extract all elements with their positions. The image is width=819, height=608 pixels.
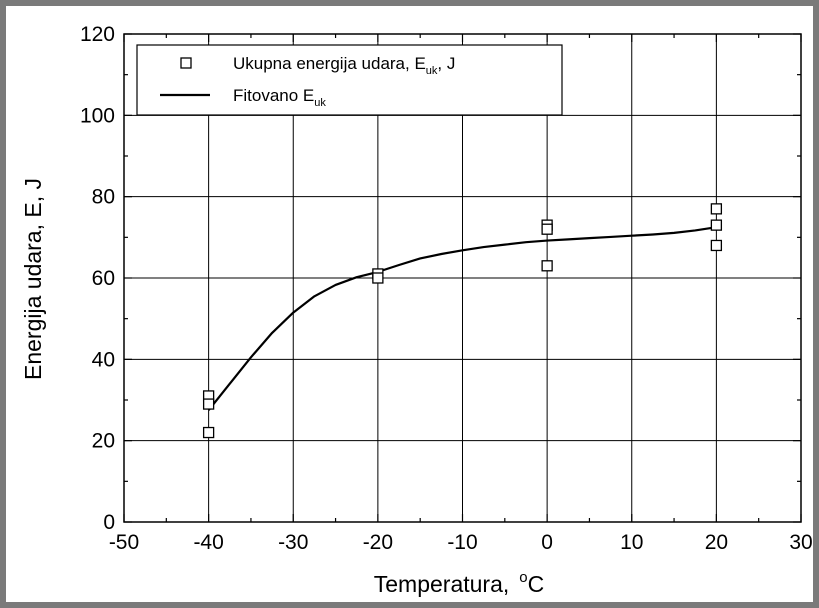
ticks: -50 -40 -30 -20 -10 0 10 20 30 0 20 40 60 80 100 120 [80, 23, 813, 554]
y-tick-label: 0 [103, 511, 115, 534]
y-tick-label: 80 [92, 186, 115, 209]
x-tick-label: -20 [363, 531, 393, 554]
legend: Ukupna energija udara, Euk, J Fitovano Eu… [136, 44, 563, 116]
y-tick-label: 100 [80, 104, 115, 127]
y-axis-title: Energija udara, E, J [20, 178, 46, 380]
data-point [710, 239, 723, 252]
x-axis-title: Temperatura, oC [374, 569, 544, 597]
legend-label: Ukupna energija udara, Euk, J [233, 54, 455, 77]
x-tick-label: -40 [193, 531, 223, 554]
legend-marker-square [180, 57, 192, 69]
y-tick-label: 60 [92, 267, 115, 290]
data-point [202, 398, 215, 410]
x-tick-label: 20 [705, 531, 728, 554]
data-point [372, 272, 384, 284]
legend-box [136, 44, 563, 116]
legend-label: Fitovano Euk [233, 86, 326, 109]
data-point [710, 219, 723, 231]
x-tick-label: 30 [789, 531, 812, 554]
x-tick-label: 10 [620, 531, 643, 554]
x-tick-label: -10 [447, 531, 477, 554]
data-point [202, 426, 215, 439]
y-tick-label: 20 [92, 430, 115, 453]
x-tick-label: -30 [278, 531, 308, 554]
x-tick-label: 0 [541, 531, 553, 554]
y-tick-label: 120 [80, 23, 115, 46]
fit-line [207, 226, 717, 411]
points-layer [202, 203, 723, 439]
y-tick-label: 40 [92, 348, 115, 371]
data-point [541, 223, 553, 235]
data-point [541, 260, 553, 272]
x-tick-label: -50 [109, 531, 139, 554]
fit-layer [207, 226, 717, 411]
data-point [710, 203, 723, 215]
